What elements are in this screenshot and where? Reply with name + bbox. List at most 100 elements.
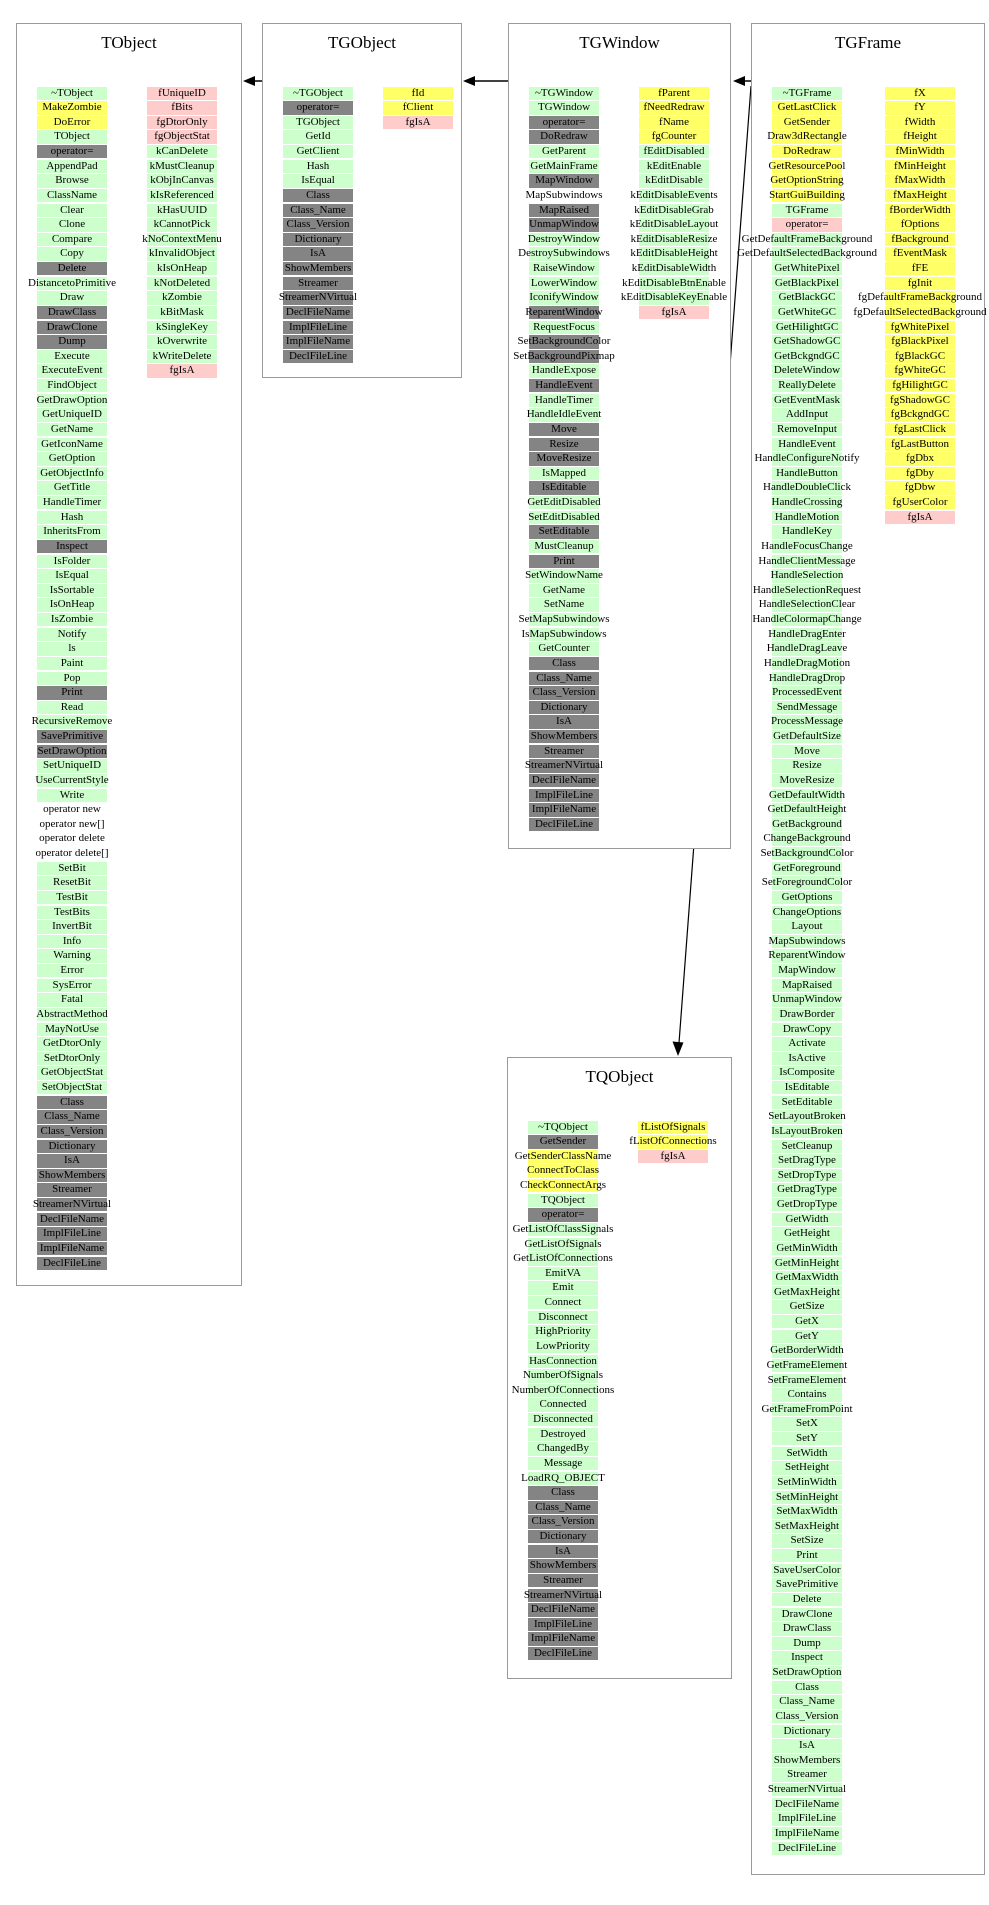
method-cell: GetWhiteGC [772, 305, 842, 320]
member-cell: kEditDisableLayout [630, 218, 718, 232]
method-cell: Print [529, 554, 599, 568]
method-label: ImplFileName [285, 335, 351, 348]
method-label: SetCleanup [781, 1139, 833, 1152]
method-label: GetDefaultHeight [767, 803, 847, 816]
method-cell: SetEditable [529, 525, 599, 539]
member-label: kEditDisableHeight [630, 247, 718, 260]
member-label: kInvalidObject [149, 247, 215, 260]
method-cell: GetClient [283, 145, 353, 159]
method-label: Class [551, 1486, 575, 1499]
arrow-tgwindow-to-tgobject [463, 76, 508, 86]
method-cell: SetHeight [772, 1461, 842, 1475]
method-label: HandleKey [781, 525, 833, 538]
method-label: Class_Version [532, 686, 596, 699]
method-label: ImplFileLine [288, 320, 348, 333]
member-cell: fgShadowGC [885, 393, 955, 408]
method-cell: Hash [283, 159, 353, 174]
method-cell: HandleDragDrop [769, 671, 845, 685]
method-label: GetFrameFromPoint [761, 1402, 853, 1415]
method-label: HandleConfigureNotify [754, 452, 860, 465]
member-cell: fMaxWidth [885, 174, 955, 188]
method-cell: StreamerNVirtual [279, 291, 357, 305]
method-label: ChangeOptions [772, 905, 842, 918]
method-cell: Clone [37, 218, 107, 232]
method-cell: GetDefaultHeight [768, 803, 846, 817]
method-label: IsSortable [49, 583, 95, 596]
method-cell: SetBackgroundColor [761, 847, 853, 861]
member-label: kEditDisable [645, 174, 703, 187]
member-label: fOptions [900, 218, 940, 231]
method-label: GetShadowGC [773, 335, 841, 348]
class-title: TGObject [328, 33, 396, 52]
method-cell: Class [283, 188, 353, 203]
method-label: TQObject [541, 1193, 585, 1206]
method-cell: ImplFileName [283, 335, 353, 349]
member-label: kEditDisableKeyEnable [620, 291, 728, 304]
member-cell: fgWhitePixel [885, 320, 955, 334]
method-label: GetOption [48, 452, 96, 465]
method-label: Delete [57, 262, 87, 275]
method-label: GetDtorOnly [42, 1037, 102, 1050]
method-cell: GetDragType [772, 1183, 842, 1197]
method-cell: ReparentWindow [525, 305, 603, 320]
member-cell: fgIsA [885, 510, 955, 525]
method-cell: StartGuiBuilding [769, 188, 845, 203]
member-cell: kEditDisableResize [631, 232, 717, 247]
method-label: RequestFocus [533, 320, 595, 333]
method-cell: DeclFileName [37, 1212, 107, 1227]
method-label: Read [60, 700, 84, 713]
method-cell: operator= [772, 218, 842, 232]
method-label: CheckConnectArgs [520, 1179, 606, 1192]
method-label: ImplFileName [530, 1632, 596, 1645]
method-label: Class [552, 656, 576, 669]
method-cell: IsA [529, 715, 599, 729]
method-label: Browse [55, 174, 89, 187]
member-label: fParent [658, 86, 690, 99]
member-cell: kEditDisableHeight [630, 247, 718, 261]
member-label: fMinHeight [894, 159, 946, 172]
method-label: Error [60, 964, 84, 977]
method-cell: IsA [528, 1544, 598, 1559]
method-cell: RemoveInput [772, 422, 842, 437]
method-label: operator new[] [39, 817, 105, 830]
method-label: IsEditable [541, 481, 587, 494]
member-label: fgIsA [169, 364, 195, 377]
method-cell: GetMaxHeight [772, 1285, 842, 1300]
method-label: IsA [555, 1544, 571, 1557]
member-label: fMinWidth [895, 145, 945, 158]
member-label: fgDefaultFrameBackground [857, 291, 983, 304]
member-label: fMaxHeight [893, 188, 947, 201]
method-cell: ImplFileLine [772, 1812, 842, 1826]
method-label: ImplFileLine [533, 1617, 593, 1630]
method-label: operator= [541, 1208, 585, 1221]
method-label: Class_Name [779, 1695, 835, 1708]
method-label: Resize [549, 437, 579, 450]
member-cell: fgBckgndGC [885, 408, 955, 422]
method-label: GetObjectInfo [40, 466, 104, 479]
method-cell: DoError [37, 115, 107, 130]
method-label: DistancetoPrimitive [28, 276, 116, 289]
member-cell: fgObjectStat [147, 130, 217, 144]
method-cell: SetMaxHeight [772, 1519, 842, 1534]
method-cell: ~TGWindow [529, 86, 599, 100]
member-label: fgBlackGC [894, 349, 946, 362]
method-label: SetFrameElement [767, 1373, 847, 1386]
method-cell: GetCounter [529, 642, 599, 656]
method-cell: InvertBit [37, 920, 107, 934]
member-cell: kEditDisableEvents [630, 188, 718, 203]
member-cell: kNoContextMenu [142, 232, 222, 247]
member-label: fgIsA [907, 510, 933, 523]
method-cell: StreamerNVirtual [33, 1198, 111, 1212]
method-cell: TGWindow [529, 101, 599, 115]
arrow-tgframe-to-tgwindow [733, 76, 751, 86]
method-label: SetBit [58, 861, 86, 874]
method-label: SetForegroundColor [761, 876, 853, 889]
method-cell: MapSubwindows [768, 934, 846, 949]
method-cell: DeleteWindow [772, 364, 842, 378]
method-label: GetId [305, 130, 331, 143]
method-cell: HandleClientMessage [758, 554, 856, 568]
method-cell: GetHeight [772, 1227, 842, 1241]
class-title: TObject [101, 33, 157, 52]
method-label: UnmapWindow [772, 993, 842, 1006]
method-label: GetTitle [53, 481, 91, 494]
